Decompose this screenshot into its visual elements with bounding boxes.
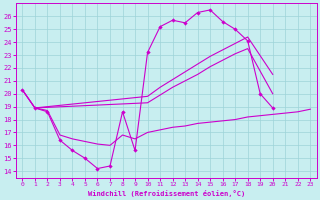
X-axis label: Windchill (Refroidissement éolien,°C): Windchill (Refroidissement éolien,°C) [88,190,245,197]
